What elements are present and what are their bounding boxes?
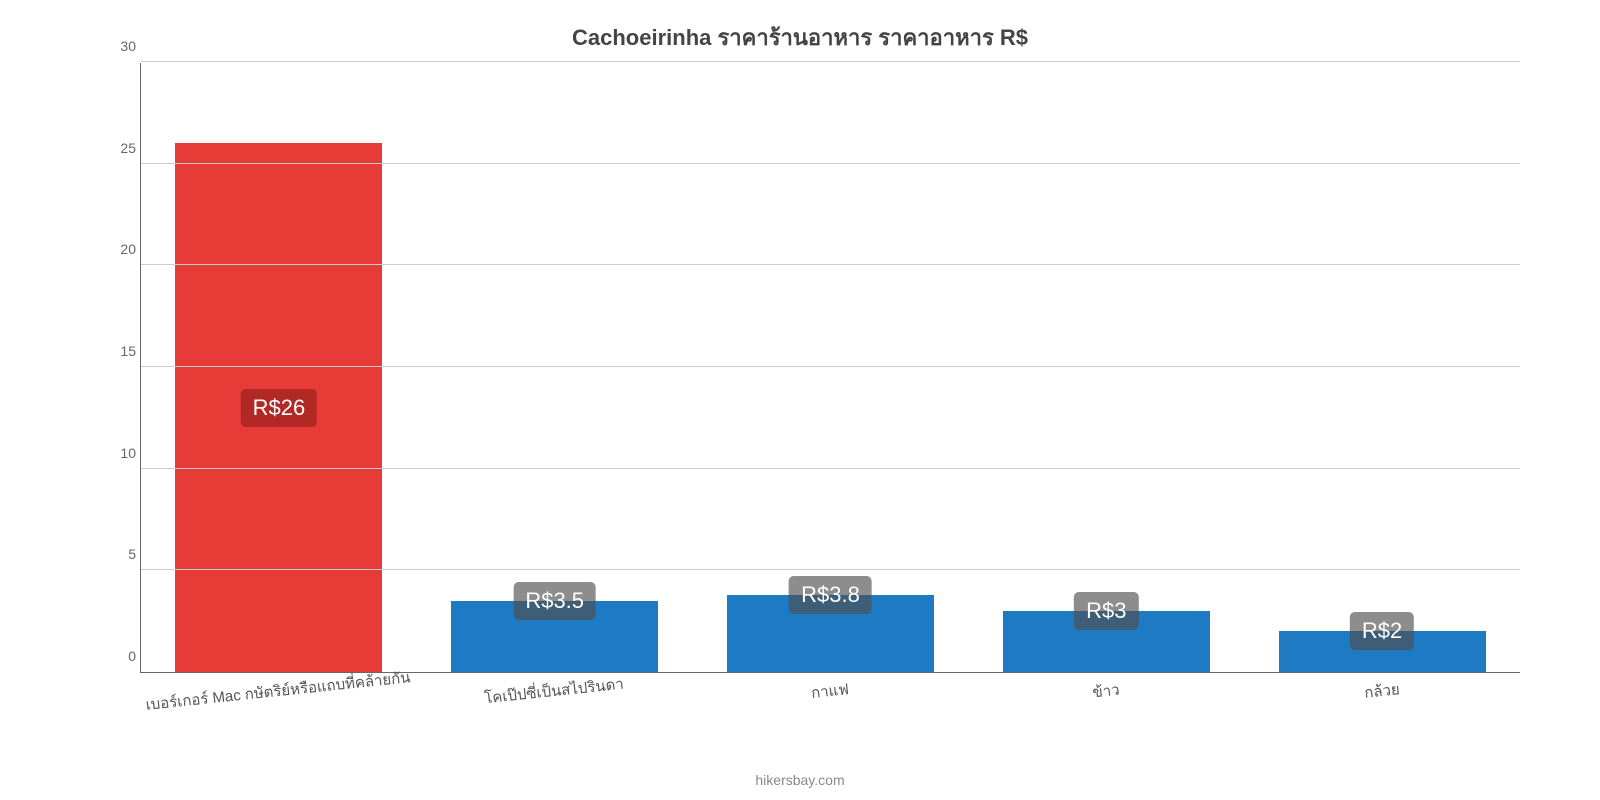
bar-slot: R$3	[968, 63, 1244, 672]
grid-line	[141, 468, 1520, 469]
bar-data-label: R$3	[1074, 592, 1138, 630]
x-label-slot: กล้วย	[1244, 673, 1520, 733]
ytick-label: 0	[101, 648, 136, 664]
attribution-text: hikersbay.com	[755, 772, 844, 788]
ytick-label: 10	[101, 445, 136, 461]
plot-area: R$26R$3.5R$3.8R$3R$2 051015202530	[140, 63, 1520, 673]
bar-slot: R$3.8	[693, 63, 969, 672]
x-label-slot: โคเป๊ปซี่เป็นสไปรินดา	[416, 673, 692, 733]
bar: R$3	[1003, 611, 1210, 672]
grid-line	[141, 264, 1520, 265]
bar-slot: R$26	[141, 63, 417, 672]
bar-slot: R$2	[1244, 63, 1520, 672]
x-axis-labels: เบอร์เกอร์ Mac กษัตริย์หรือแถบที่คล้ายกั…	[140, 673, 1520, 733]
x-tick-label: โคเป๊ปซี่เป็นสไปรินดา	[483, 672, 625, 711]
ytick-label: 5	[101, 546, 136, 562]
ytick-label: 25	[101, 140, 136, 156]
x-tick-label: กล้วย	[1363, 677, 1401, 705]
x-tick-label: ข้าว	[1091, 678, 1120, 705]
x-label-slot: ข้าว	[968, 673, 1244, 733]
bar: R$3.8	[727, 595, 934, 672]
ytick-label: 15	[101, 343, 136, 359]
grid-line	[141, 163, 1520, 164]
bar: R$3.5	[451, 601, 658, 672]
bar: R$2	[1279, 631, 1486, 672]
bar: R$26	[175, 143, 382, 672]
bar-data-label: R$3.8	[789, 576, 872, 614]
x-label-slot: กาแฟ	[692, 673, 968, 733]
x-tick-label: เบอร์เกอร์ Mac กษัตริย์หรือแถบที่คล้ายกั…	[144, 665, 411, 717]
ytick-label: 20	[101, 241, 136, 257]
grid-line	[141, 569, 1520, 570]
ytick-label: 30	[101, 38, 136, 54]
x-label-slot: เบอร์เกอร์ Mac กษัตริย์หรือแถบที่คล้ายกั…	[140, 673, 416, 733]
bar-data-label: R$2	[1350, 612, 1414, 650]
bar-data-label: R$26	[241, 389, 318, 427]
chart-title: Cachoeirinha ราคาร้านอาหาร ราคาอาหาร R$	[40, 20, 1560, 55]
bar-slot: R$3.5	[417, 63, 693, 672]
price-chart: Cachoeirinha ราคาร้านอาหาร ราคาอาหาร R$ …	[0, 0, 1600, 800]
bars-container: R$26 R$3.5 R$3.8 R$3 R$2	[141, 63, 1520, 672]
grid-line	[141, 366, 1520, 367]
grid-line	[141, 61, 1520, 62]
x-tick-label: กาแฟ	[810, 677, 850, 705]
bar-data-label: R$3.5	[513, 582, 596, 620]
